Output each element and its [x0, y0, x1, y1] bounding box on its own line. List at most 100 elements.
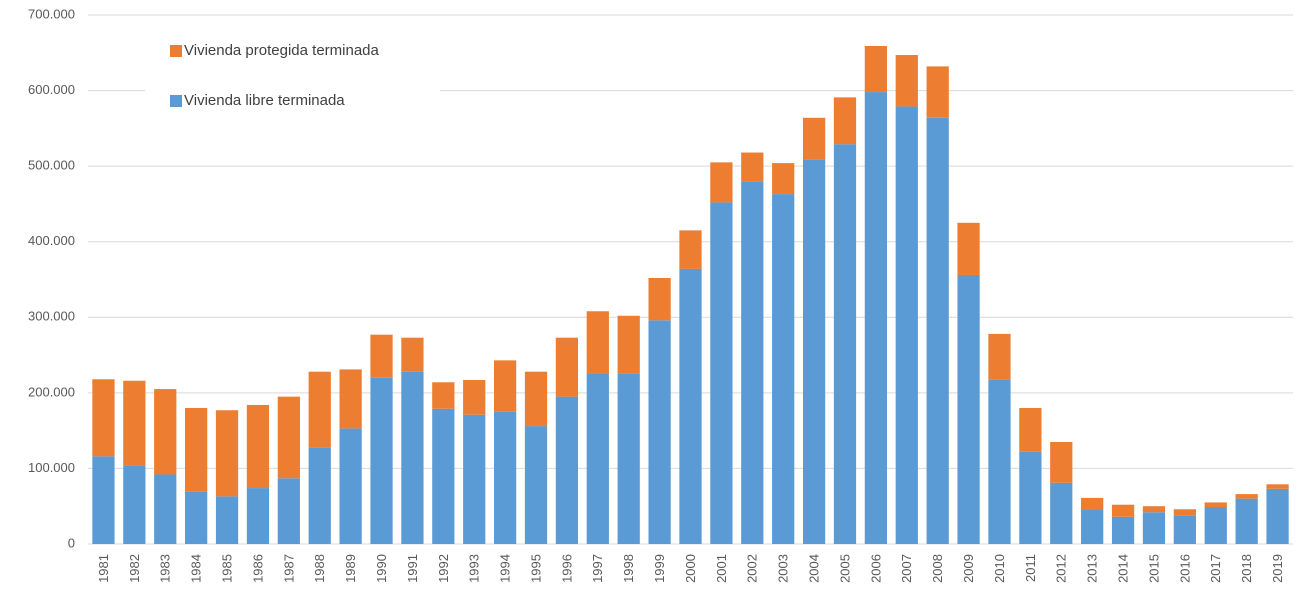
- bar-segment: [185, 491, 208, 544]
- bar-segment: [957, 222, 980, 275]
- bar-segment: [1266, 484, 1289, 489]
- bar-segment: [679, 268, 702, 544]
- bar-segment: [246, 404, 270, 489]
- bar-segment: [864, 45, 888, 93]
- bar-segment: [1204, 506, 1227, 544]
- bar-segment: [154, 389, 177, 475]
- bar-segment: [988, 379, 1011, 544]
- bar-segment: [988, 333, 1011, 380]
- bar-segment: [215, 496, 239, 544]
- bar-segment: [1019, 451, 1042, 544]
- x-tick-label: 2016: [1177, 554, 1192, 583]
- bar-segment: [308, 447, 331, 544]
- bar-segment: [185, 407, 208, 492]
- bar-segment: [617, 373, 640, 544]
- bar-segment: [524, 426, 548, 544]
- x-tick-label: 2013: [1085, 554, 1100, 583]
- y-tick-label: 200.000: [28, 384, 75, 399]
- y-tick-label: 400.000: [28, 233, 75, 248]
- x-tick-label: 2019: [1270, 554, 1285, 583]
- x-tick-label: 2008: [930, 554, 945, 583]
- x-tick-label: 1992: [436, 554, 451, 583]
- bar-segment: [1173, 515, 1196, 544]
- bar-segment: [617, 315, 640, 374]
- bar-segment: [1050, 441, 1073, 483]
- x-tick-label: 2005: [837, 554, 852, 583]
- x-tick-label: 1987: [281, 554, 296, 583]
- x-tick-label: 1996: [559, 554, 574, 583]
- y-tick-label: 600.000: [28, 82, 75, 97]
- legend-label: Vivienda protegida terminada: [184, 42, 380, 59]
- y-tick-label: 700.000: [28, 6, 75, 21]
- bar-segment: [370, 334, 393, 378]
- bar-segment: [432, 408, 455, 544]
- bar-segment: [1081, 497, 1104, 510]
- bar-segment: [277, 478, 300, 544]
- bar-segment: [339, 369, 362, 429]
- x-tick-label: 2015: [1146, 554, 1161, 583]
- x-tick-label: 1984: [189, 554, 204, 583]
- x-tick-label: 2002: [745, 554, 760, 583]
- bar-segment: [123, 465, 146, 544]
- x-tick-label: 2009: [961, 554, 976, 583]
- x-tick-label: 2018: [1239, 554, 1254, 583]
- legend-swatch: [170, 45, 182, 57]
- x-tick-label: 1985: [219, 554, 234, 583]
- bar-segment: [1266, 488, 1289, 544]
- bar-segment: [401, 337, 424, 372]
- bar-segment: [555, 396, 579, 544]
- x-tick-label: 2014: [1116, 554, 1131, 583]
- bar-segment: [277, 396, 300, 479]
- bar-segment: [1173, 509, 1196, 516]
- bar-segment: [1142, 506, 1166, 513]
- bar-segment: [1235, 494, 1258, 499]
- x-tick-label: 1986: [250, 554, 265, 583]
- x-tick-label: 2004: [807, 554, 822, 583]
- bar-segment: [741, 152, 764, 182]
- bar-segment: [92, 456, 115, 544]
- x-tick-label: 2012: [1054, 554, 1069, 583]
- bar-segment: [586, 311, 609, 374]
- bar-segment: [524, 371, 548, 427]
- x-tick-label: 1997: [590, 554, 605, 583]
- x-tick-label: 1995: [528, 554, 543, 583]
- bar-segment: [463, 414, 486, 544]
- x-tick-label: 1988: [312, 554, 327, 583]
- bar-segment: [1111, 516, 1135, 544]
- x-tick-label: 1989: [343, 554, 358, 583]
- x-tick-label: 1998: [621, 554, 636, 583]
- y-tick-label: 500.000: [28, 158, 75, 173]
- bar-segment: [123, 380, 146, 466]
- bar-segment: [833, 144, 857, 544]
- bar-segment: [555, 337, 579, 397]
- y-tick-label: 100.000: [28, 460, 75, 475]
- bar-segment: [401, 371, 424, 544]
- bar-segment: [864, 92, 888, 544]
- bar-segment: [802, 117, 826, 160]
- bar-segment: [895, 55, 918, 107]
- x-tick-label: 1993: [467, 554, 482, 583]
- x-tick-label: 1981: [96, 554, 111, 583]
- x-tick-label: 1994: [498, 554, 513, 583]
- bar-segment: [648, 277, 671, 321]
- bar-segment: [802, 159, 826, 544]
- bar-segment: [772, 163, 795, 195]
- x-tick-label: 2007: [899, 554, 914, 583]
- bar-segment: [463, 380, 486, 415]
- bar-segment: [1111, 504, 1135, 517]
- x-tick-label: 2010: [992, 554, 1007, 583]
- bar-segment: [926, 66, 949, 118]
- bar-segment: [926, 117, 949, 544]
- bar-segment: [741, 181, 764, 544]
- bar-segment: [679, 230, 702, 269]
- x-tick-label: 2000: [683, 554, 698, 583]
- bar-segment: [308, 371, 331, 448]
- legend-swatch: [170, 95, 182, 107]
- bar-segment: [215, 410, 239, 497]
- x-tick-label: 1991: [405, 554, 420, 583]
- bar-segment: [772, 194, 795, 544]
- bar-segment: [1142, 512, 1166, 544]
- x-tick-label: 1990: [374, 554, 389, 583]
- bar-segment: [370, 377, 393, 544]
